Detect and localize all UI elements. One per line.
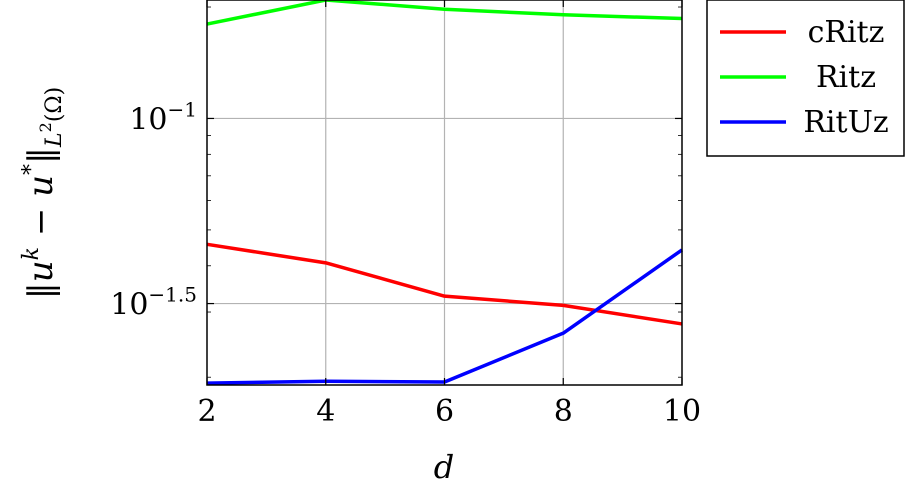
y-axis-label: ‖uk − u*‖L2(Ω) bbox=[19, 87, 67, 299]
x-axis-label: d bbox=[434, 448, 454, 486]
grid-lines bbox=[207, 0, 682, 385]
legend-label-ritz: Ritz bbox=[816, 60, 876, 95]
x-tick-label: 6 bbox=[435, 394, 454, 429]
legend-label-critz: cRitz bbox=[808, 15, 885, 50]
legend: cRitz Ritz RitUz bbox=[706, 0, 905, 157]
svg-text:‖uk − u*‖L2(Ω): ‖uk − u*‖L2(Ω) bbox=[19, 87, 67, 299]
x-tick-label: 8 bbox=[554, 394, 573, 429]
y-tick-label: 10−1.5 bbox=[110, 283, 197, 323]
x-tick-labels: 2 4 6 8 10 bbox=[197, 394, 701, 429]
legend-box bbox=[706, 0, 905, 157]
axis-ticks bbox=[206, 0, 683, 385]
series-line-critz bbox=[206, 242, 683, 326]
x-tick-label: 2 bbox=[197, 394, 216, 429]
y-tick-labels: 10−1 10−1.5 bbox=[110, 97, 197, 322]
legend-label-rituz: RitUz bbox=[803, 105, 888, 140]
x-tick-label: 10 bbox=[663, 394, 701, 429]
y-tick-label: 10−1 bbox=[129, 97, 197, 137]
series-line-ritz bbox=[206, 0, 683, 26]
x-tick-label: 4 bbox=[316, 394, 335, 429]
